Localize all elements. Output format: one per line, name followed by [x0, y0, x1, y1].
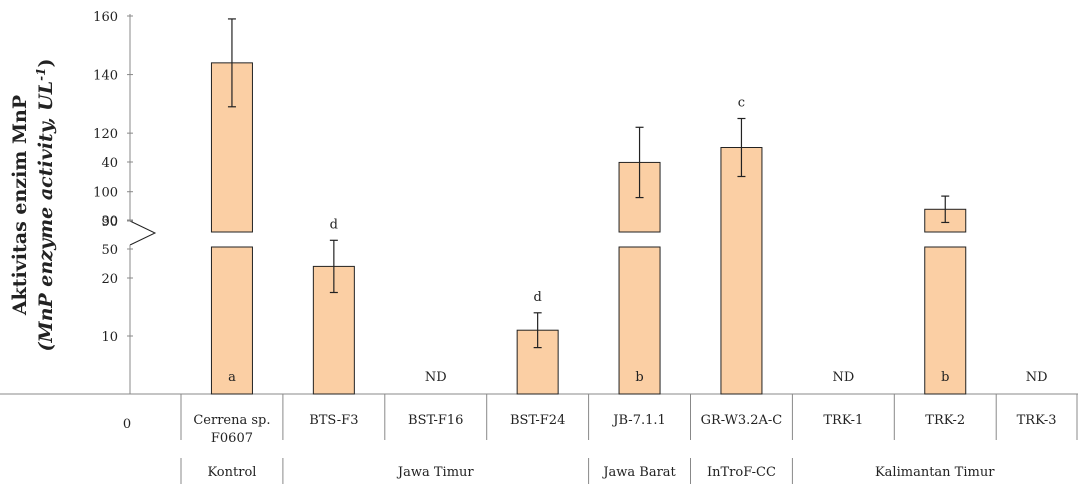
x-category-label: BST-F16: [408, 413, 463, 428]
y-tick-label: 100: [93, 186, 118, 201]
group-label: InTroF-CC: [707, 465, 776, 480]
group-label: Kontrol: [207, 465, 256, 480]
x-category-label: TRK-1: [823, 413, 863, 428]
y-tick-label: 160: [93, 10, 118, 25]
y-tick-label: 50: [101, 243, 118, 258]
x-category-label: TRK-2: [925, 413, 965, 428]
significance-letter: d: [330, 217, 338, 232]
y-tick-label: 20: [101, 272, 118, 287]
axis-break-mark: [129, 220, 157, 246]
significance-letter: b: [635, 370, 643, 385]
bar-lower-segment: [210, 246, 253, 395]
not-detected-label: ND: [425, 370, 447, 385]
significance-letter: b: [941, 370, 949, 385]
y-axis-subtitle: (MnP enzyme activity, UL-1): [34, 59, 57, 352]
not-detected-label: ND: [832, 370, 854, 385]
x-category-label: Cerrena sp.: [193, 413, 270, 428]
y-axis-title: Aktivitas enzim MnP: [9, 95, 31, 316]
y-tick-label: 30: [101, 214, 118, 229]
group-label: Jawa Barat: [601, 465, 676, 480]
bar: [720, 147, 763, 395]
x-category-label: GR-W3.2A-C: [701, 413, 783, 428]
x-category-label: BTS-F3: [309, 413, 358, 428]
group-label: Jawa Timur: [396, 465, 475, 480]
y-tick-label: 140: [93, 69, 118, 84]
x-category-label: BST-F24: [510, 413, 565, 428]
y-tick-label: 90: [101, 215, 118, 230]
not-detected-label: ND: [1026, 370, 1048, 385]
x-category-label: F0607: [211, 431, 253, 446]
significance-letter: d: [533, 290, 541, 305]
x-category-label: JB-7.1.1: [611, 413, 665, 428]
y-tick-label: 40: [101, 156, 118, 171]
bar-lower-segment: [924, 246, 967, 395]
group-label: Kalimantan Timur: [875, 465, 995, 480]
x-origin-label: 0: [123, 417, 131, 432]
y-tick-label: 10: [101, 330, 118, 345]
y-tick-label: 120: [93, 127, 118, 142]
bar-lower-segment: [618, 246, 661, 395]
x-category-label: TRK-3: [1017, 413, 1057, 428]
significance-letter: c: [738, 96, 745, 111]
significance-letter: a: [228, 370, 236, 385]
